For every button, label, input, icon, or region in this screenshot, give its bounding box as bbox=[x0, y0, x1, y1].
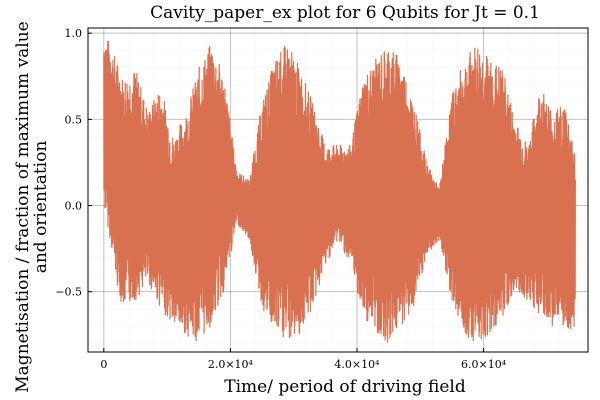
y-tick-label: 0.5 bbox=[65, 113, 83, 126]
series-line bbox=[103, 40, 576, 343]
y-axis-label-line-2: and orientation bbox=[31, 141, 51, 274]
ticks: 0 2.0×10⁴ 4.0×10⁴ 6.0×10⁴ −0.5 0.0 0.5 1.0 bbox=[55, 27, 506, 371]
y-tick-label: −0.5 bbox=[55, 286, 82, 299]
plot-area: 0 2.0×10⁴ 4.0×10⁴ 6.0×10⁴ −0.5 0.0 0.5 1.0 bbox=[55, 27, 589, 371]
series-layer bbox=[103, 40, 576, 343]
chart-title: Cavity_paper_ex plot for 6 Qubits for Jt… bbox=[150, 3, 540, 23]
y-axis-label-line-1: Magnetisation / fraction of maximum valu… bbox=[13, 21, 33, 392]
x-tick-label: 4.0×10⁴ bbox=[334, 358, 380, 371]
x-tick-label: 2.0×10⁴ bbox=[208, 358, 254, 371]
x-axis-label: Time/ period of driving field bbox=[224, 377, 466, 397]
x-tick-label: 6.0×10⁴ bbox=[461, 358, 507, 371]
plot-frame bbox=[87, 27, 589, 353]
y-tick-label: 1.0 bbox=[65, 27, 83, 40]
y-tick-label: 0.0 bbox=[65, 200, 83, 213]
y-axis-label: Magnetisation / fraction of maximum valu… bbox=[13, 21, 51, 392]
x-tick-label: 0 bbox=[100, 358, 107, 371]
